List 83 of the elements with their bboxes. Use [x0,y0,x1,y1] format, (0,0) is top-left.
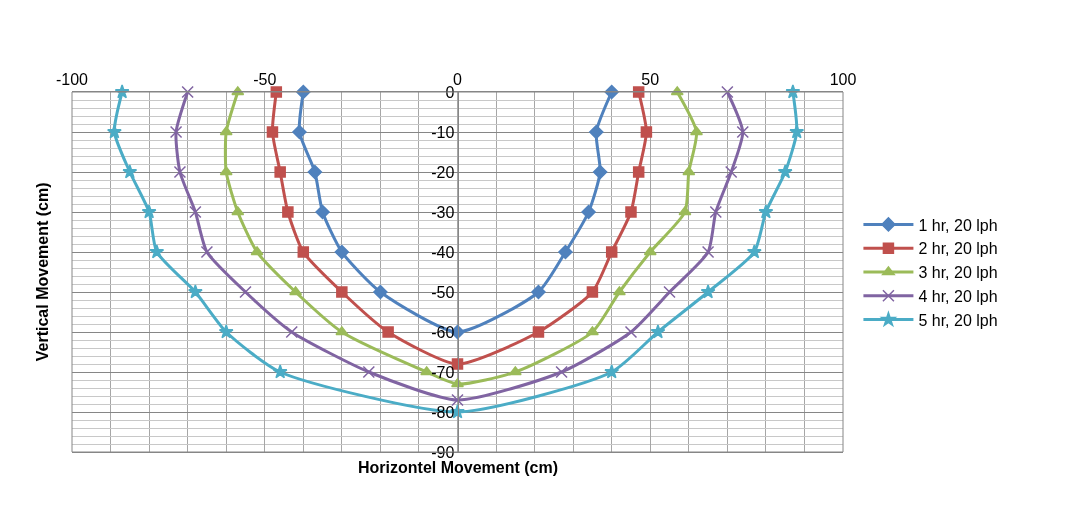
point [625,206,637,218]
point [721,85,734,99]
point [181,85,194,99]
point [289,286,303,296]
point [362,365,376,379]
point [643,246,657,256]
point [604,364,620,379]
point [700,284,716,299]
x-tick-label: 100 [829,70,857,88]
point [122,164,138,179]
point [231,206,245,216]
y-tick-label: -40 [431,243,455,261]
point [169,125,183,139]
y-tick-label: 0 [445,83,455,101]
point [678,206,692,216]
x-tick-label: 50 [641,70,660,88]
y-tick-label: -70 [431,363,455,381]
point [107,124,122,139]
y-tick-label: -60 [431,323,455,341]
point [508,366,522,376]
point [650,324,666,339]
point [297,246,310,258]
point [219,126,233,136]
point [581,204,596,220]
point [724,165,738,179]
point [682,166,696,176]
point [336,286,348,298]
point [218,324,234,339]
point [589,124,604,140]
point [149,244,165,259]
point [605,246,618,258]
point [758,204,774,219]
point [709,205,723,219]
point [219,166,233,176]
point [558,244,573,260]
point [282,206,294,218]
point [272,364,288,379]
y-tick-label: -30 [431,203,455,221]
y-tick-label: -50 [431,283,455,301]
point [736,125,750,139]
point [274,166,286,178]
point [173,165,187,179]
point [187,284,203,299]
point [701,245,715,259]
point [532,326,545,338]
point [555,365,568,379]
point [250,246,264,256]
point [315,204,330,220]
point [777,164,793,179]
point [451,393,464,407]
point [789,124,805,139]
point [292,124,307,140]
point [632,166,645,178]
x-tick-label: -50 [253,70,277,88]
point [373,284,388,300]
y-tick-label: -90 [431,443,455,461]
x-axis-title: Horizontel Movement (cm) [358,459,559,476]
point [200,245,214,259]
legend-label: 3 hr, 20 lph [918,264,998,282]
point [189,205,202,219]
y-axis-title: Vertical Movement (cm) [34,182,52,362]
x-tick-label: -100 [55,70,89,88]
point [239,285,252,299]
point [382,326,394,338]
legend-label: 5 hr, 20 lph [918,311,998,329]
legend-label: 2 hr, 20 lph [918,240,998,258]
point [592,164,608,180]
legend-label: 4 hr, 20 lph [918,288,998,306]
point [141,204,157,219]
y-tick-label: -20 [431,163,455,181]
point [585,326,599,336]
point [531,284,546,300]
y-tick-label: -10 [431,123,455,141]
point [334,244,350,260]
point [307,164,323,180]
point [266,126,279,138]
point [640,126,653,138]
point [586,286,599,298]
legend-label: 1 hr, 20 lph [918,216,998,234]
point [612,286,626,296]
point [335,326,349,336]
point [746,244,762,259]
point [285,325,298,339]
